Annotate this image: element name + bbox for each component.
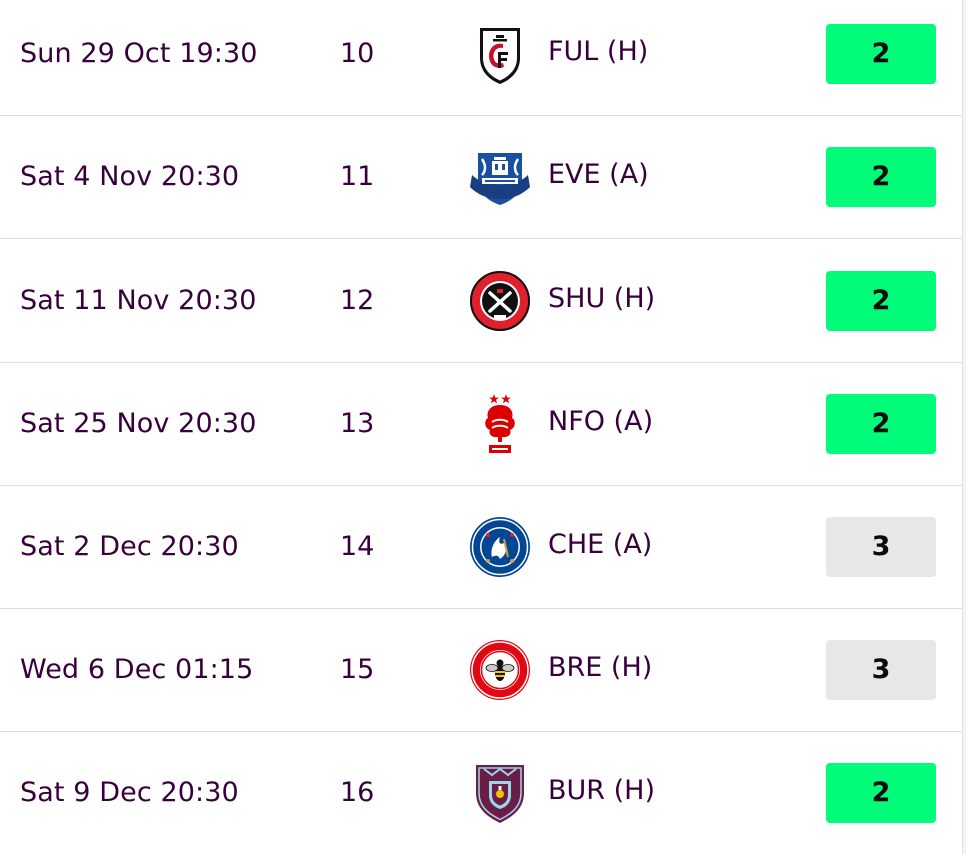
fixture-row: Sun 29 Oct 19:30 10 FUL (H) 2 [0, 0, 962, 116]
kickoff-time: Wed 6 Dec 01:15 [20, 654, 254, 685]
difficulty-badge: 3 [826, 517, 936, 577]
opponent-label: EVE (A) [548, 159, 649, 190]
fixture-row: Sat 25 Nov 20:30 13 NFO (A) 2 [0, 363, 962, 486]
scrollbar[interactable] [962, 0, 966, 854]
gameweek-number: 16 [340, 777, 375, 808]
opponent-label: SHU (H) [548, 283, 656, 314]
sheffield-united-crest-icon [468, 269, 532, 333]
difficulty-badge: 2 [826, 271, 936, 331]
fixture-row: Sat 9 Dec 20:30 16 BUR (H) 2 [0, 732, 962, 855]
opponent-label: BUR (H) [548, 775, 655, 806]
chelsea-crest-icon [468, 515, 532, 579]
kickoff-time: Sat 9 Dec 20:30 [20, 777, 239, 808]
kickoff-time: Sat 25 Nov 20:30 [20, 408, 257, 439]
nottingham-forest-crest-icon [468, 392, 532, 456]
difficulty-badge: 2 [826, 24, 936, 84]
gameweek-number: 15 [340, 654, 375, 685]
fulham-crest-icon [468, 22, 532, 86]
gameweek-number: 12 [340, 285, 375, 316]
kickoff-time: Sat 11 Nov 20:30 [20, 285, 257, 316]
burnley-crest-icon [468, 761, 532, 825]
fixture-row: Wed 6 Dec 01:15 15 BRE (H) 3 [0, 609, 962, 732]
difficulty-badge: 2 [826, 394, 936, 454]
difficulty-badge: 2 [826, 763, 936, 823]
gameweek-number: 13 [340, 408, 375, 439]
fixture-row: Sat 2 Dec 20:30 14 CHE (A) 3 [0, 486, 962, 609]
gameweek-number: 11 [340, 161, 375, 192]
difficulty-badge: 3 [826, 640, 936, 700]
everton-crest-icon [468, 145, 532, 209]
gameweek-number: 14 [340, 531, 375, 562]
fixture-row: Sat 4 Nov 20:30 11 EVE (A) 2 [0, 116, 962, 239]
gameweek-number: 10 [340, 38, 375, 69]
fixture-row: Sat 11 Nov 20:30 12 SHU (H) 2 [0, 240, 962, 363]
opponent-label: CHE (A) [548, 529, 653, 560]
brentford-crest-icon [468, 638, 532, 702]
opponent-label: NFO (A) [548, 406, 654, 437]
kickoff-time: Sat 2 Dec 20:30 [20, 531, 239, 562]
opponent-label: FUL (H) [548, 36, 649, 67]
kickoff-time: Sun 29 Oct 19:30 [20, 38, 258, 69]
difficulty-badge: 2 [826, 147, 936, 207]
opponent-label: BRE (H) [548, 652, 653, 683]
kickoff-time: Sat 4 Nov 20:30 [20, 161, 240, 192]
